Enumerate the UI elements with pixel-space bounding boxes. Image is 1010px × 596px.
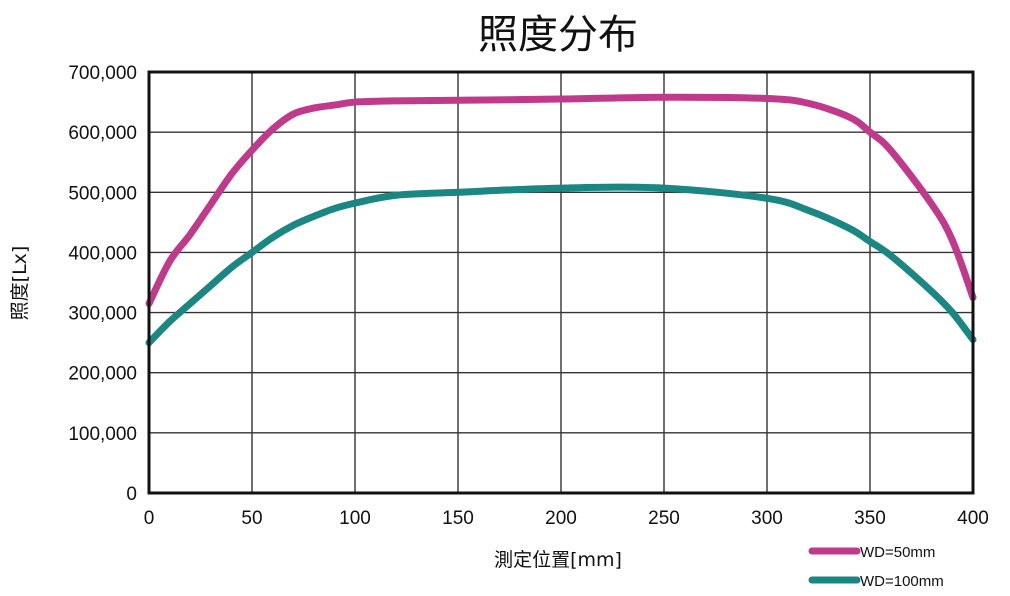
y-tick-label: 0 xyxy=(126,484,137,505)
x-tick-label: 150 xyxy=(442,508,474,529)
y-tick-label: 500,000 xyxy=(68,183,137,204)
x-tick-label: 300 xyxy=(751,508,783,529)
x-tick-label: 200 xyxy=(545,508,577,529)
series-line-2 xyxy=(145,183,977,347)
series-layer xyxy=(145,93,977,347)
y-axis-label: 照度[Lx] xyxy=(9,246,31,321)
y-tick-label: 300,000 xyxy=(68,304,137,325)
chart-title: 照度分布 xyxy=(478,12,638,58)
grid-layer xyxy=(149,72,973,493)
y-tick-label: 200,000 xyxy=(68,364,137,385)
series-line-1 xyxy=(145,93,977,308)
x-tick-label: 350 xyxy=(854,508,886,529)
y-tick-label: 600,000 xyxy=(68,123,137,144)
legend-label-1: WD=50mm xyxy=(860,544,935,561)
x-axis-label: 測定位置[mm] xyxy=(494,549,622,571)
x-tick-label: 0 xyxy=(144,508,155,529)
x-axis-ticks: 0 50 100 150 200 250 300 350 400 xyxy=(144,508,989,529)
x-tick-label: 400 xyxy=(957,508,989,529)
y-tick-label: 100,000 xyxy=(68,424,137,445)
x-tick-label: 100 xyxy=(339,508,371,529)
y-tick-label: 700,000 xyxy=(68,63,137,84)
y-axis-ticks: 0 100,000 200,000 300,000 400,000 500,000 600,… xyxy=(68,63,137,505)
x-tick-label: 50 xyxy=(241,508,262,529)
legend-label-2: WD=100mm xyxy=(860,573,944,590)
plot-frame xyxy=(147,70,975,495)
legend: WD=50mm WD=100mm xyxy=(808,544,944,590)
x-tick-label: 250 xyxy=(648,508,680,529)
y-tick-label: 400,000 xyxy=(68,243,137,264)
